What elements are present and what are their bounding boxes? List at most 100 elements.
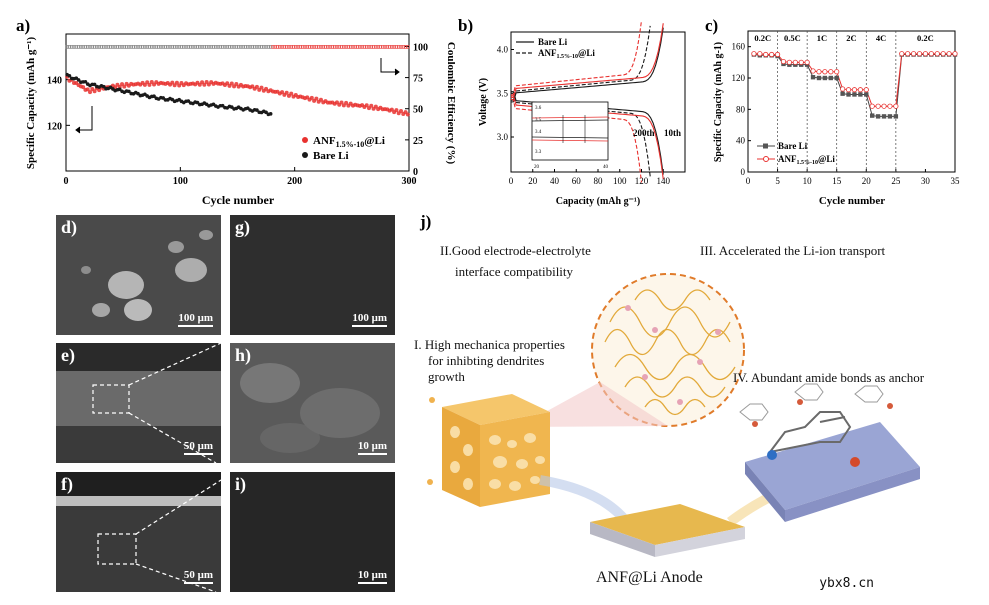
ce-point: [344, 45, 349, 49]
ce-point: [120, 45, 124, 49]
ce-point: [275, 45, 280, 49]
ce-point: [117, 45, 122, 49]
panel-label-a: a): [16, 16, 31, 35]
anf-point: [887, 103, 893, 109]
ce-point: [136, 45, 140, 49]
red-data-point: [318, 97, 323, 102]
right-arrow-head: [394, 68, 400, 76]
anf-point: [798, 59, 804, 65]
li-ions: [625, 305, 721, 405]
ce-point: [291, 45, 296, 49]
ce-point: [261, 45, 266, 49]
sem-image-f: f) 50 μm: [56, 472, 221, 592]
bare-point: [881, 114, 887, 119]
ce-point: [378, 45, 383, 49]
ce-point: [369, 45, 374, 49]
y-tick-label: 0: [741, 167, 746, 177]
black-data-point: [101, 84, 106, 89]
anf-point: [822, 69, 828, 75]
y2-tick-label: 75: [413, 74, 423, 85]
scale-bar-i: 10 μm: [357, 569, 387, 584]
o-atom: [850, 457, 860, 467]
ce-point: [65, 45, 70, 49]
ce-point: [124, 45, 129, 49]
ce-point: [106, 45, 111, 49]
ce-point: [227, 45, 232, 49]
anf-point: [916, 51, 923, 57]
red-data-point: [234, 81, 239, 86]
ce-point: [399, 45, 403, 49]
ce-point: [234, 45, 239, 49]
chart-a-xlabel: Cycle number: [202, 193, 275, 207]
annot-10th: 10th: [664, 128, 681, 138]
ce-point: [271, 45, 275, 49]
schematic-label-4: IV. Abundant amide bonds as anchor: [733, 370, 925, 385]
ce-point: [149, 45, 154, 49]
x-tick-label: 0: [746, 176, 751, 186]
ce-point: [266, 45, 271, 49]
ce-point: [403, 45, 408, 49]
ce-point: [168, 45, 172, 49]
rate-label: 2C: [846, 33, 856, 43]
y-tick-label: 120: [47, 121, 62, 132]
black-data-point: [268, 112, 273, 116]
chart-a-ylabel: Specific Capacity (mAh g⁻¹): [25, 37, 37, 170]
anode-slab: [590, 504, 745, 557]
x-tick-label: 35: [951, 176, 961, 186]
ce-point: [360, 45, 365, 49]
red-data-point: [405, 112, 410, 117]
panel-label-f: f): [61, 474, 73, 494]
red-data-point: [174, 80, 179, 85]
ce-point: [193, 45, 198, 49]
anf-point: [751, 51, 757, 57]
bare-point: [864, 92, 869, 97]
ce-point: [303, 45, 307, 49]
ce-point: [74, 45, 79, 49]
rate-label: 0.5C: [784, 33, 801, 43]
x-tick-label: 100: [613, 176, 627, 186]
ce-point: [252, 45, 257, 49]
schematic-label-3: III. Accelerated the Li-ion transport: [700, 243, 886, 258]
red-data-point: [85, 87, 90, 92]
legend-a-red-marker: [302, 137, 308, 143]
chart-c-xlabel: Cycle number: [819, 195, 885, 207]
ce-point: [250, 45, 255, 49]
panel-label-e: e): [61, 345, 75, 365]
ce-point: [175, 45, 179, 49]
y-tick-label: 4.0: [497, 45, 509, 55]
anode-label: ANF@Li Anode: [596, 569, 703, 586]
legend-c-bare: Bare Li: [778, 141, 808, 151]
left-axis-arrow: [80, 106, 93, 131]
anf-point: [786, 59, 793, 65]
y-tick-label: 120: [732, 73, 746, 83]
ce-point: [165, 45, 170, 49]
anf-point: [792, 59, 798, 65]
ce-point: [355, 45, 360, 49]
x-tick-label: 10: [803, 176, 813, 186]
ce-point: [405, 45, 410, 49]
schematic-label-1c: growth: [428, 369, 465, 384]
svg-text:3.5: 3.5: [535, 118, 542, 123]
anf-point: [769, 51, 775, 58]
bare-point: [846, 92, 851, 97]
ce-point: [293, 45, 298, 49]
ion-particle: [429, 397, 435, 403]
red-data-point: [172, 83, 177, 88]
ce-point: [129, 45, 134, 49]
ce-point: [353, 45, 358, 49]
y2-tick-label: 25: [413, 136, 423, 147]
scale-bar-d: 100 μm: [178, 312, 213, 327]
red-data-point: [289, 91, 294, 96]
ce-point: [197, 45, 202, 49]
ce-point: [300, 45, 305, 49]
ce-point: [216, 45, 220, 49]
porous-cube: [442, 394, 550, 507]
ce-point: [200, 45, 204, 49]
ce-point: [76, 45, 81, 49]
anf-point: [845, 87, 852, 93]
x-tick-label: 100: [173, 176, 188, 187]
legend-b-bare: Bare Li: [538, 37, 568, 47]
ce-point: [90, 45, 95, 49]
ce-point: [110, 45, 115, 49]
